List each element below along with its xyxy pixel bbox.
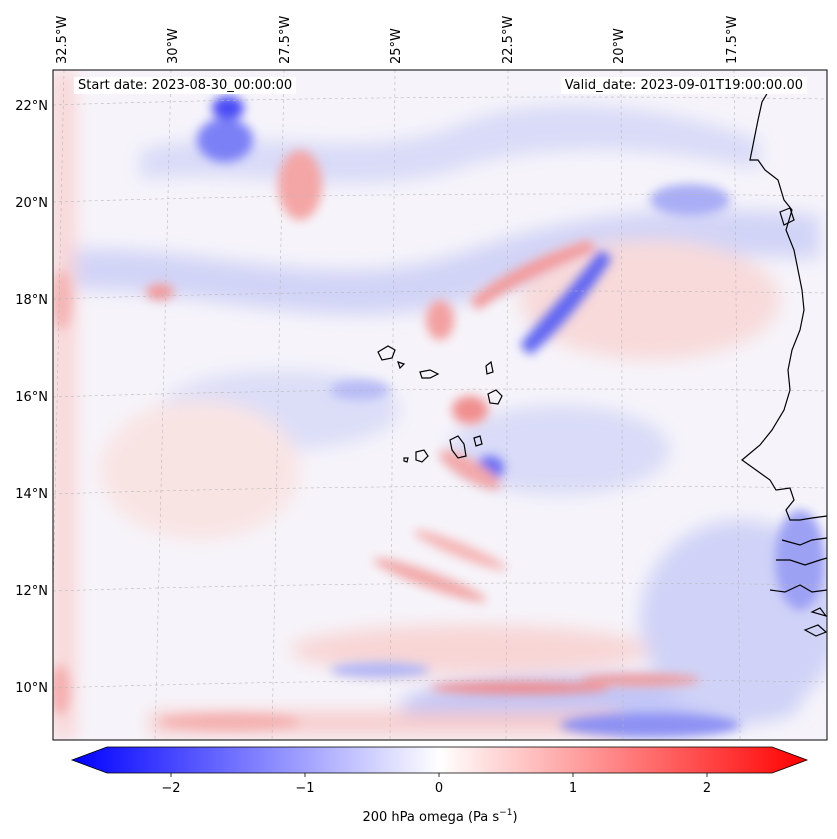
lat-label: 12°N [15, 584, 48, 599]
lat-label: 10°N [15, 681, 48, 696]
lon-label: 30°W [166, 28, 181, 64]
start-date-label: Start date: 2023-08-30_00:00:00 [74, 77, 297, 94]
lon-label: 17.5°W [725, 16, 740, 64]
colorbar: −2 −1 0 1 2 200 hPa omega (Pa s−1) [70, 746, 809, 825]
lat-label: 20°N [15, 196, 48, 211]
lon-label: 25°W [389, 28, 404, 64]
lat-label: 16°N [15, 390, 48, 405]
lon-label: 27.5°W [278, 16, 293, 64]
map-frame [52, 69, 828, 741]
colorbar-label-exponent: −1 [499, 808, 512, 818]
lon-labels: 32.5°W 30°W 27.5°W 25°W 22.5°W 20°W 17.5… [55, 16, 740, 64]
valid-date-label: Valid_date: 2023-09-01T19:00:00.00 [560, 77, 807, 94]
lon-label: 32.5°W [55, 16, 70, 64]
colorbar-tick-label: 0 [435, 781, 443, 796]
colorbar-tick-label: 2 [703, 781, 711, 796]
lon-label: 20°W [612, 28, 627, 64]
graticule [53, 70, 827, 740]
lon-label: 22.5°W [501, 16, 516, 64]
lat-label: 14°N [15, 487, 48, 502]
coastline [377, 91, 827, 637]
lat-label: 22°N [15, 99, 48, 114]
colorbar-label-end: ) [512, 810, 517, 825]
colorbar-label-main: 200 hPa omega (Pa s [362, 810, 499, 825]
colorbar-tick-label: −2 [161, 781, 180, 796]
colorbar-tick-label: −1 [295, 781, 314, 796]
lat-labels: 22°N 20°N 18°N 16°N 14°N 12°N 10°N [15, 99, 48, 696]
colorbar-body [70, 746, 809, 774]
lat-label: 18°N [15, 293, 48, 308]
colorbar-label: 200 hPa omega (Pa s−1) [362, 808, 517, 825]
colorbar-tick-label: 1 [569, 781, 577, 796]
omega-field [53, 70, 827, 740]
